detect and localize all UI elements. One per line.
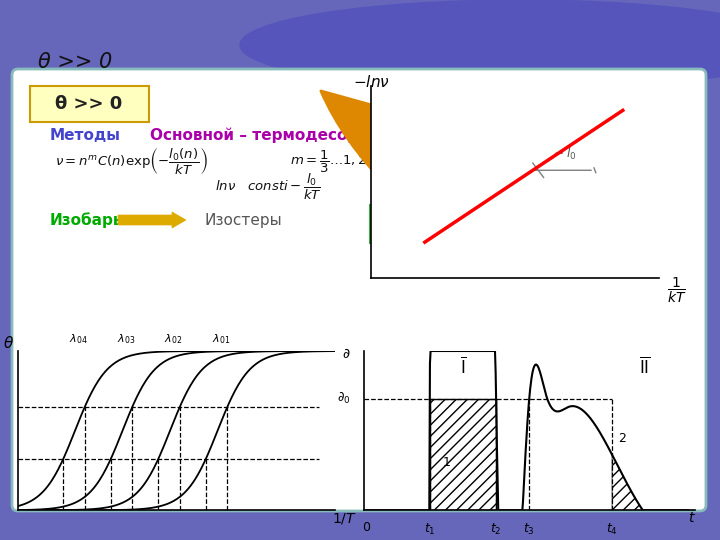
- Text: $m = \dfrac{1}{3}\ldots 1,2,\ldots$: $m = \dfrac{1}{3}\ldots 1,2,\ldots$: [290, 149, 387, 175]
- Text: $\lambda_{04}$: $\lambda_{04}$: [69, 333, 87, 346]
- Text: $t$: $t$: [688, 511, 696, 525]
- Ellipse shape: [240, 0, 720, 90]
- Text: $\dfrac{1}{kT}$: $\dfrac{1}{kT}$: [667, 275, 686, 305]
- Text: θ >> 0: θ >> 0: [38, 52, 112, 72]
- FancyArrowPatch shape: [321, 87, 454, 189]
- Text: 1: 1: [443, 456, 450, 469]
- Text: $1/T$: $1/T$: [332, 511, 356, 526]
- Text: $\lambda_{03}$: $\lambda_{03}$: [117, 333, 135, 346]
- Text: Изостеры: Изостеры: [205, 213, 283, 227]
- Text: Метод атомного пучка: Метод атомного пучка: [379, 217, 580, 232]
- Text: $\sim l_0$: $\sim l_0$: [551, 146, 577, 163]
- Text: $\nu = n^mC(n)\exp\!\left(-\dfrac{l_0(n)}{kT}\right)$: $\nu = n^mC(n)\exp\!\left(-\dfrac{l_0(n)…: [55, 147, 207, 177]
- Text: $t_2$: $t_2$: [490, 522, 502, 537]
- Text: $\theta$: $\theta$: [3, 335, 14, 351]
- FancyBboxPatch shape: [30, 86, 149, 122]
- Text: 2: 2: [618, 432, 626, 445]
- Text: Методы: Методы: [50, 127, 121, 143]
- Text: Изобары: Изобары: [50, 212, 127, 228]
- FancyBboxPatch shape: [370, 205, 591, 243]
- Text: θ >> 0: θ >> 0: [55, 95, 122, 113]
- Text: $ln\nu \quad consti - \dfrac{l_0}{kT}$: $ln\nu \quad consti - \dfrac{l_0}{kT}$: [215, 172, 322, 202]
- Text: $t_4$: $t_4$: [606, 522, 618, 537]
- Text: $\overline{\mathrm{II}}$: $\overline{\mathrm{II}}$: [639, 356, 651, 377]
- Text: $0$: $0$: [362, 522, 372, 535]
- Text: $\overline{\mathrm{I}}$: $\overline{\mathrm{I}}$: [459, 356, 467, 377]
- Text: $\lambda_{02}$: $\lambda_{02}$: [164, 333, 182, 346]
- Text: $\partial$: $\partial$: [342, 347, 351, 361]
- Text: $\partial_0$: $\partial_0$: [337, 392, 351, 406]
- Text: $t_1$: $t_1$: [424, 522, 436, 537]
- FancyBboxPatch shape: [12, 69, 706, 511]
- Text: $t_3$: $t_3$: [523, 522, 535, 537]
- Text: $\lambda_{01}$: $\lambda_{01}$: [212, 333, 230, 346]
- Bar: [430, 399, 496, 510]
- Text: Основной – термодесорбция: Основной – термодесорбция: [150, 127, 400, 143]
- Text: $-ln\nu$: $-ln\nu$: [353, 73, 390, 90]
- FancyArrow shape: [118, 212, 186, 228]
